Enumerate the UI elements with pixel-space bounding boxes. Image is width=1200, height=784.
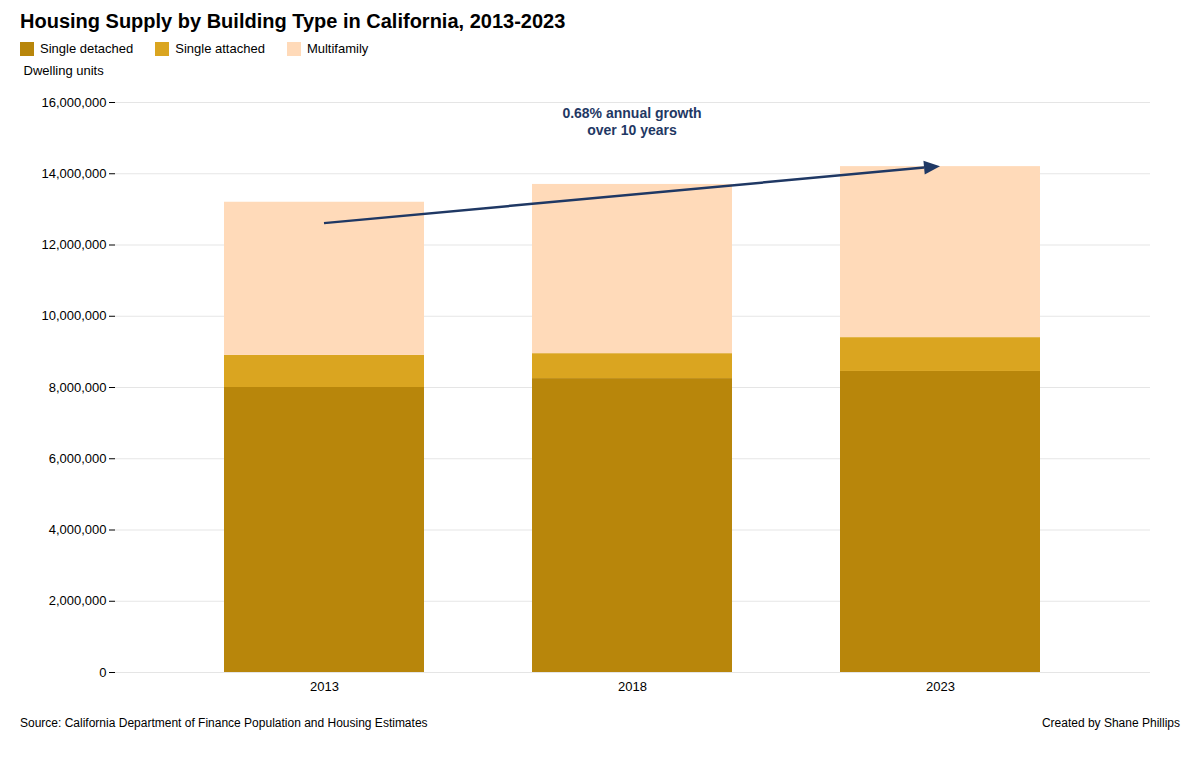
- svg-text:Dwelling units: Dwelling units: [24, 63, 105, 78]
- svg-text:10,000,000: 10,000,000: [41, 308, 106, 323]
- html-text:Created by Shane Phillips: Created by Shane Phillips: [1041, 716, 1180, 730]
- svg-text:8,000,000: 8,000,000: [49, 380, 107, 395]
- svg-text:14,000,000: 14,000,000: [41, 166, 106, 181]
- html-text:Single attached: Single attached: [175, 41, 265, 56]
- html-text:Housing Supply by Building Typ: Housing Supply by Building Type in Calif…: [20, 10, 566, 32]
- html-text:Single detached: Single detached: [40, 41, 134, 56]
- svg-text:2018: 2018: [618, 679, 647, 694]
- html-text:Multifamily: Multifamily: [306, 41, 369, 56]
- svg-text:2023: 2023: [926, 679, 955, 694]
- svg-text:2013: 2013: [310, 679, 339, 694]
- svg-text:2,000,000: 2,000,000: [49, 593, 107, 608]
- svg-text:0.68% annual growthover 10 yea: 0.68% annual growthover 10 years: [562, 105, 701, 138]
- svg-text:16,000,000: 16,000,000: [41, 95, 106, 110]
- svg-text:4,000,000: 4,000,000: [49, 522, 107, 537]
- svg-text:6,000,000: 6,000,000: [49, 451, 107, 466]
- svg-text:0: 0: [99, 665, 106, 680]
- html-text:Source: California Department: Source: California Department of Finance…: [20, 716, 428, 730]
- svg-text:12,000,000: 12,000,000: [41, 237, 106, 252]
